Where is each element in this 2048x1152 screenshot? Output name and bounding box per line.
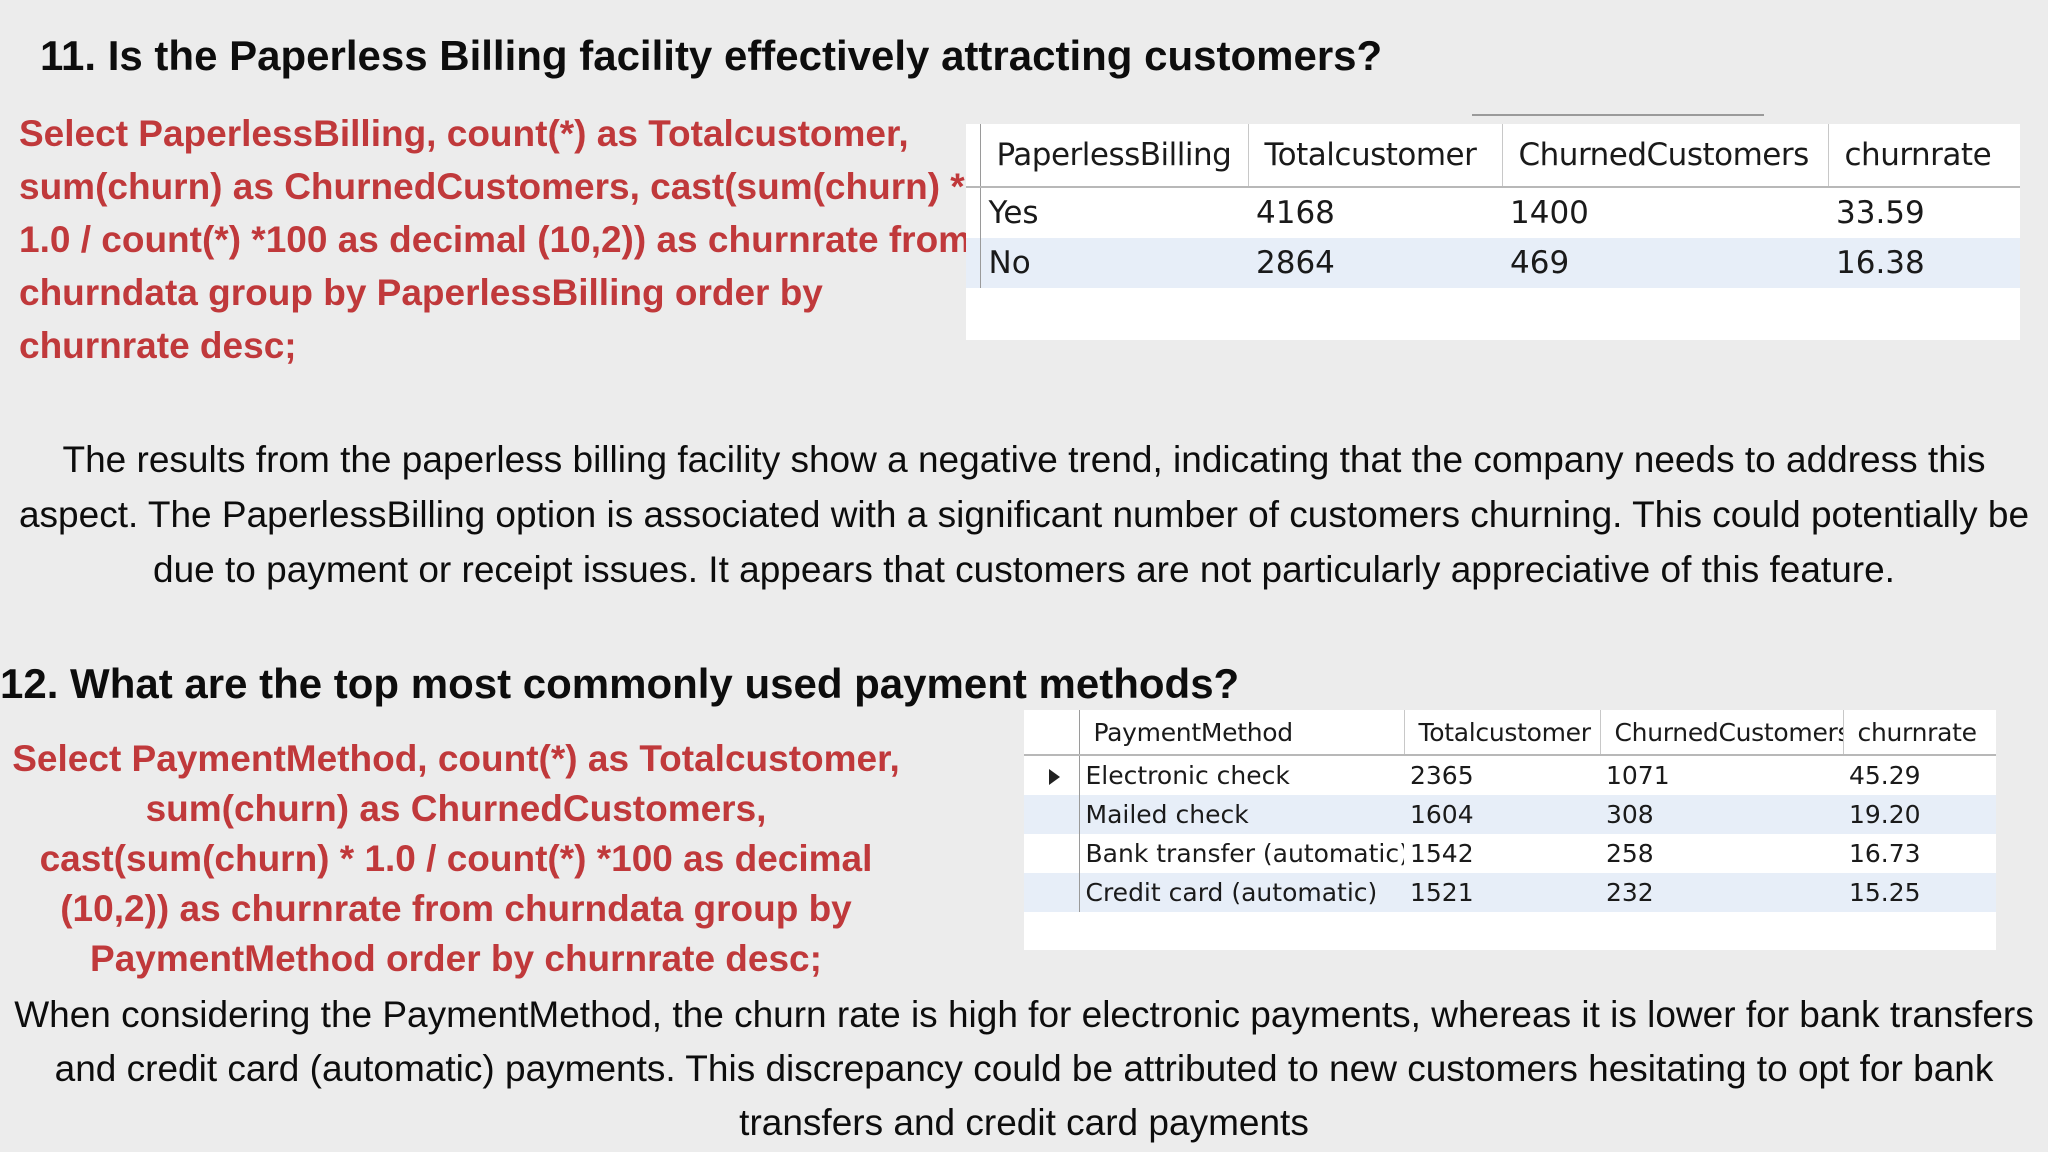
table-cell: Yes <box>988 195 1039 231</box>
table-cell: 15.25 <box>1843 873 1996 912</box>
table-row[interactable]: Electronic check 2365 1071 45.29 <box>1024 755 1996 795</box>
table-cell: 308 <box>1600 795 1843 834</box>
row-indicator <box>966 238 981 288</box>
row-indicator <box>966 187 981 238</box>
paperless-billing-result-grid: PaperlessBilling Totalcustomer ChurnedCu… <box>966 124 2020 340</box>
table-cell: 258 <box>1606 839 1654 868</box>
table-cell: 1071 <box>1606 761 1670 790</box>
table-row[interactable]: Mailed check 1604 308 19.20 <box>1024 795 1996 834</box>
column-header: churnrate <box>1828 124 2020 188</box>
column-header: Totalcustomer <box>1404 710 1601 756</box>
row-indicator-header <box>1024 710 1080 756</box>
table-cell: 469 <box>1502 238 1828 288</box>
table-cell: 2365 <box>1410 761 1474 790</box>
column-header: PaperlessBilling <box>980 124 1249 188</box>
table-cell: 16.73 <box>1849 839 1921 868</box>
column-header: churnrate <box>1843 710 1996 756</box>
column-header: Totalcustomer <box>1248 124 1503 188</box>
current-row-arrow-icon <box>1048 769 1060 785</box>
row-indicator-header <box>966 124 981 188</box>
table-row[interactable]: Credit card (automatic) 1521 232 15.25 <box>1024 873 1996 912</box>
row-indicator <box>1024 795 1080 834</box>
table-cell: Mailed check <box>1079 795 1404 834</box>
section-12-paragraph: When considering the PaymentMethod, the … <box>14 994 2034 1143</box>
table-cell: 1400 <box>1510 195 1589 231</box>
section-11-paragraph: The results from the paperless billing f… <box>18 439 2030 590</box>
table-row[interactable]: Yes 4168 1400 33.59 <box>966 187 2020 238</box>
table-cell: 16.38 <box>1828 238 2020 288</box>
current-row-indicator <box>1024 755 1080 795</box>
table-row[interactable]: No 2864 469 16.38 <box>966 238 2020 288</box>
section-12-sql-query: Select PaymentMethod, count(*) as Totalc… <box>12 738 900 979</box>
table-row[interactable]: Bank transfer (automatic) 1542 258 16.73 <box>1024 834 1996 873</box>
section-11-heading: 11. Is the Paperless Billing facility ef… <box>40 32 1383 79</box>
section-11-sql-query: Select PaperlessBilling, count(*) as Tot… <box>19 113 972 366</box>
payment-method-result-grid: PaymentMethod Totalcustomer ChurnedCusto… <box>1024 710 1996 950</box>
table-cell: 1542 <box>1410 839 1474 868</box>
table-cell: 2864 <box>1248 238 1502 288</box>
table-cell: 232 <box>1600 873 1843 912</box>
table-cell: Bank transfer (automatic) <box>1085 839 1405 868</box>
column-header: ChurnedCustomers <box>1502 124 1829 188</box>
table-cell: 33.59 <box>1836 195 1925 231</box>
table-cell: 45.29 <box>1849 761 1921 790</box>
section-12-heading: 12. What are the top most commonly used … <box>0 660 1240 707</box>
table-cell: Electronic check <box>1085 761 1290 790</box>
table-cell: No <box>980 238 1248 288</box>
table-cell: 4168 <box>1256 195 1335 231</box>
divider-line <box>1472 114 1764 116</box>
column-header: PaymentMethod <box>1079 710 1405 756</box>
table-cell: 1521 <box>1404 873 1600 912</box>
table-cell: Credit card (automatic) <box>1079 873 1404 912</box>
row-indicator <box>1024 834 1080 873</box>
table-cell: 1604 <box>1404 795 1600 834</box>
column-header: ChurnedCustomers <box>1600 710 1844 756</box>
row-indicator <box>1024 873 1080 912</box>
table-cell: 19.20 <box>1843 795 1996 834</box>
